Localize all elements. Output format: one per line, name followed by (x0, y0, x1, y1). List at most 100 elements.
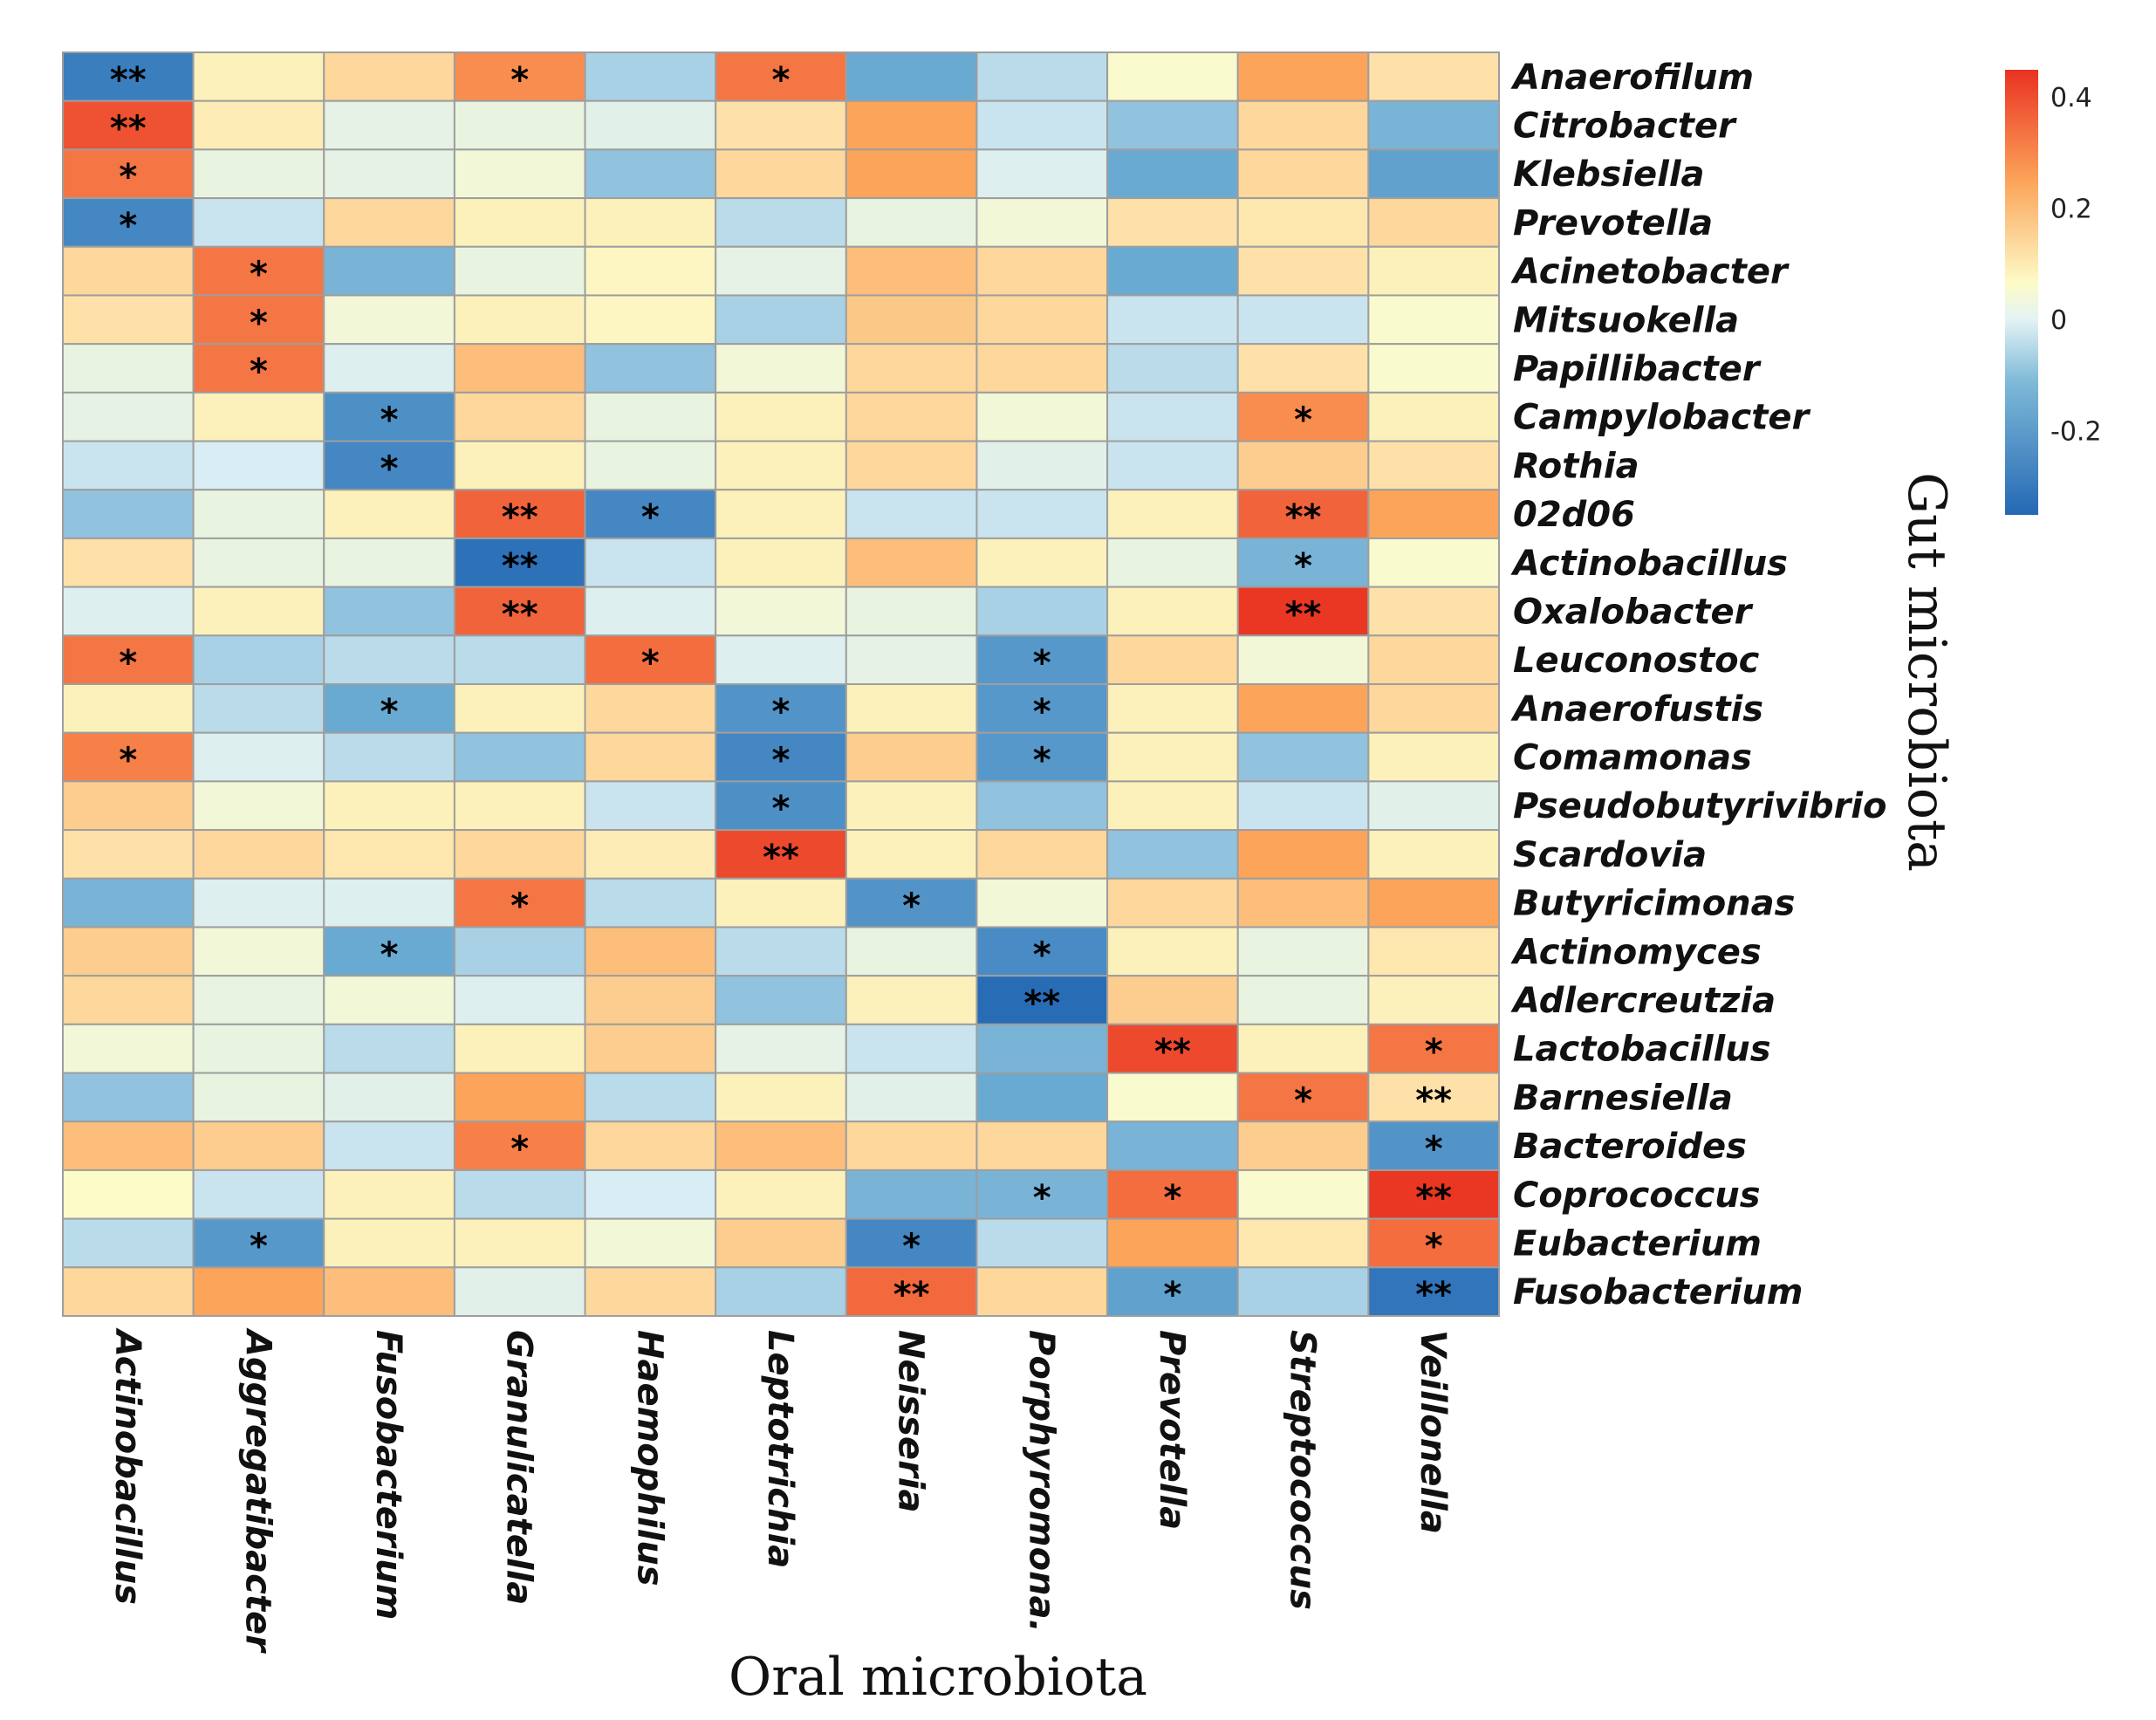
heatmap-cell (975, 1072, 1109, 1123)
row-label: Actinobacillus (1510, 544, 1788, 584)
row-label: Leuconostoc (1513, 641, 1760, 681)
significance-mark: * (1294, 401, 1312, 441)
heatmap-cell (1236, 926, 1370, 977)
heatmap-cell (192, 780, 325, 832)
row-label: Bacteroides (1513, 1127, 1747, 1167)
heatmap-cell (62, 197, 195, 248)
heatmap-cell (1236, 829, 1370, 880)
heatmap-cell (1106, 343, 1239, 394)
heatmap-cell (1236, 731, 1370, 783)
column-label: Fusobacterium (368, 1330, 408, 1620)
significance-mark: * (380, 935, 399, 975)
heatmap-cell (584, 197, 717, 248)
significance-mark: * (380, 449, 399, 489)
heatmap-cell (323, 975, 455, 1025)
heatmap-cell (1236, 440, 1370, 491)
row-label: Anaerofustis (1510, 689, 1763, 730)
heatmap-cell (584, 391, 717, 442)
significance-mark: * (1425, 1226, 1443, 1266)
heatmap-cell (323, 148, 455, 200)
heatmap-cell (323, 1266, 455, 1318)
heatmap-cell (975, 1266, 1109, 1318)
heatmap-cell (584, 537, 717, 588)
row-label: Prevotella (1513, 203, 1713, 243)
heatmap-cell (975, 829, 1109, 880)
heatmap-cell (1106, 391, 1239, 442)
heatmap-cell (192, 489, 325, 539)
heatmap-cell (323, 489, 455, 539)
heatmap-cell (62, 780, 195, 832)
significance-mark: * (119, 643, 137, 683)
heatmap-cell (192, 1266, 325, 1318)
heatmap-cell (62, 634, 195, 685)
heatmap-cell (192, 1120, 325, 1171)
heatmap-cell (62, 926, 195, 977)
heatmap-cell (62, 1120, 195, 1171)
heatmap-cell (584, 1266, 717, 1318)
heatmap-cell (975, 99, 1109, 151)
heatmap-cell (975, 245, 1109, 297)
heatmap-cell (323, 343, 455, 394)
significance-mark: ** (502, 546, 538, 586)
heatmap-cell (453, 51, 586, 102)
heatmap-cell (975, 489, 1109, 539)
significance-mark: * (510, 60, 529, 100)
heatmap-cell (192, 537, 325, 588)
row-label: Klebsiella (1513, 154, 1705, 195)
heatmap-cell (323, 537, 455, 588)
heatmap-cell (453, 537, 586, 588)
heatmap-cell (584, 245, 717, 297)
heatmap-cell (584, 731, 717, 783)
significance-mark: * (1033, 692, 1051, 732)
significance-mark: ** (502, 497, 538, 538)
heatmap-cell (453, 926, 586, 977)
significance-mark: * (119, 741, 137, 781)
heatmap-cell (1106, 829, 1239, 880)
significance-mark: * (1033, 741, 1051, 781)
heatmap-cell (62, 1266, 195, 1318)
column-label: Granulicatella (499, 1330, 539, 1605)
column-label: Actinobacillus (107, 1327, 147, 1605)
heatmap-cell (453, 1217, 586, 1269)
legend-tick-label: 0.4 (2050, 83, 2092, 113)
heatmap-cell (1106, 683, 1239, 734)
heatmap-cell (584, 1023, 717, 1074)
significance-mark: * (380, 692, 399, 732)
heatmap-cell (192, 877, 325, 929)
significance-mark: * (119, 157, 137, 197)
significance-mark: ** (1154, 1032, 1191, 1072)
heatmap-cell (975, 343, 1109, 394)
heatmap-cell (845, 731, 978, 783)
heatmap-cell (453, 391, 586, 442)
heatmap-cell (584, 148, 717, 200)
heatmap-cell (1367, 51, 1501, 102)
heatmap-cell (453, 343, 586, 394)
heatmap-cell (1367, 683, 1501, 734)
heatmap-cell (845, 489, 978, 539)
heatmap-cell (1106, 537, 1239, 588)
heatmap-cell (975, 731, 1109, 783)
row-label: Anaerofilum (1510, 58, 1754, 98)
heatmap-cell (62, 975, 195, 1025)
column-label: Veillonella (1413, 1330, 1453, 1534)
significance-mark: * (1033, 643, 1051, 683)
heatmap-cell (715, 343, 847, 394)
heatmap-cell (1367, 537, 1501, 588)
significance-mark: * (119, 206, 137, 246)
heatmap-cell (715, 926, 847, 977)
heatmap-cell (975, 197, 1109, 248)
significance-mark: * (1163, 1275, 1181, 1315)
row-label: Oxalobacter (1513, 592, 1754, 632)
heatmap-cell (453, 197, 586, 248)
heatmap-cell (1367, 391, 1501, 442)
heatmap-cell (1236, 294, 1370, 346)
heatmap-cell (323, 586, 455, 637)
heatmap-cell (584, 877, 717, 929)
heatmap-cell (323, 245, 455, 297)
significance-mark: ** (502, 594, 538, 634)
heatmap-cell (1236, 537, 1370, 588)
heatmap-cell (1106, 926, 1239, 977)
heatmap-cell (975, 51, 1109, 102)
heatmap-cell (323, 634, 455, 685)
significance-mark: * (1425, 1032, 1443, 1072)
